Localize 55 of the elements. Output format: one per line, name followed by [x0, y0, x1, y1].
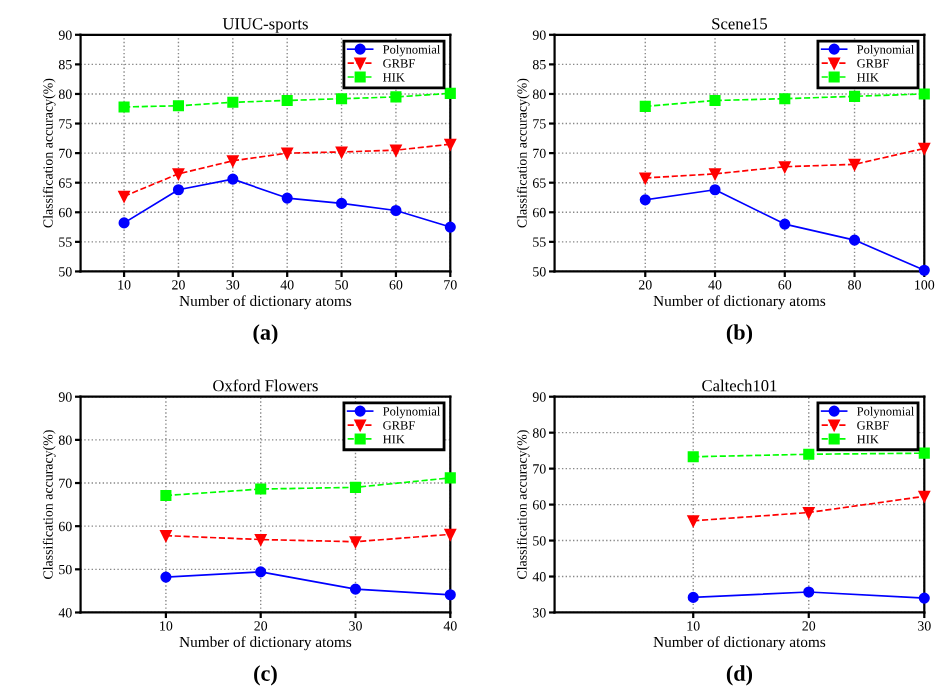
point [160, 489, 172, 502]
point [172, 168, 184, 180]
point [390, 204, 402, 217]
point [639, 194, 651, 206]
chart-title: Scene15 [712, 18, 768, 30]
point [848, 90, 861, 102]
point [172, 184, 184, 196]
point [390, 91, 402, 103]
point [172, 100, 184, 112]
point [444, 472, 456, 484]
point [709, 184, 721, 196]
point [848, 234, 861, 246]
text: (a) [253, 324, 278, 345]
point [336, 93, 348, 105]
point [918, 88, 930, 100]
point [444, 221, 456, 233]
point [118, 217, 130, 229]
point [227, 155, 239, 167]
point [709, 94, 721, 107]
point [803, 506, 815, 519]
point [255, 534, 267, 546]
point [349, 536, 362, 548]
point [709, 168, 721, 180]
point [255, 483, 267, 495]
point [160, 530, 172, 542]
point [687, 451, 699, 463]
point [779, 93, 791, 105]
chart-title: UIUC-sports [222, 18, 308, 33]
text: (b) [726, 324, 753, 345]
point [803, 586, 815, 598]
point [687, 515, 699, 527]
point [227, 173, 239, 185]
point [118, 101, 130, 113]
point [281, 94, 293, 107]
text: (c) [254, 665, 277, 686]
point [160, 571, 172, 583]
point [227, 96, 239, 108]
point [918, 592, 930, 604]
point [687, 591, 699, 603]
point [281, 192, 293, 204]
point [918, 264, 930, 276]
chart-title: Oxford Flowers [213, 379, 318, 392]
point [255, 566, 267, 578]
chart-title: Caltech101 [702, 379, 777, 392]
point [444, 589, 456, 601]
point [779, 218, 791, 230]
point [444, 87, 456, 99]
point [349, 481, 362, 493]
point [779, 161, 791, 173]
point [639, 100, 651, 112]
point [336, 197, 348, 209]
point [349, 583, 362, 595]
point [918, 447, 930, 459]
text: (d) [726, 665, 753, 686]
point [803, 448, 815, 460]
